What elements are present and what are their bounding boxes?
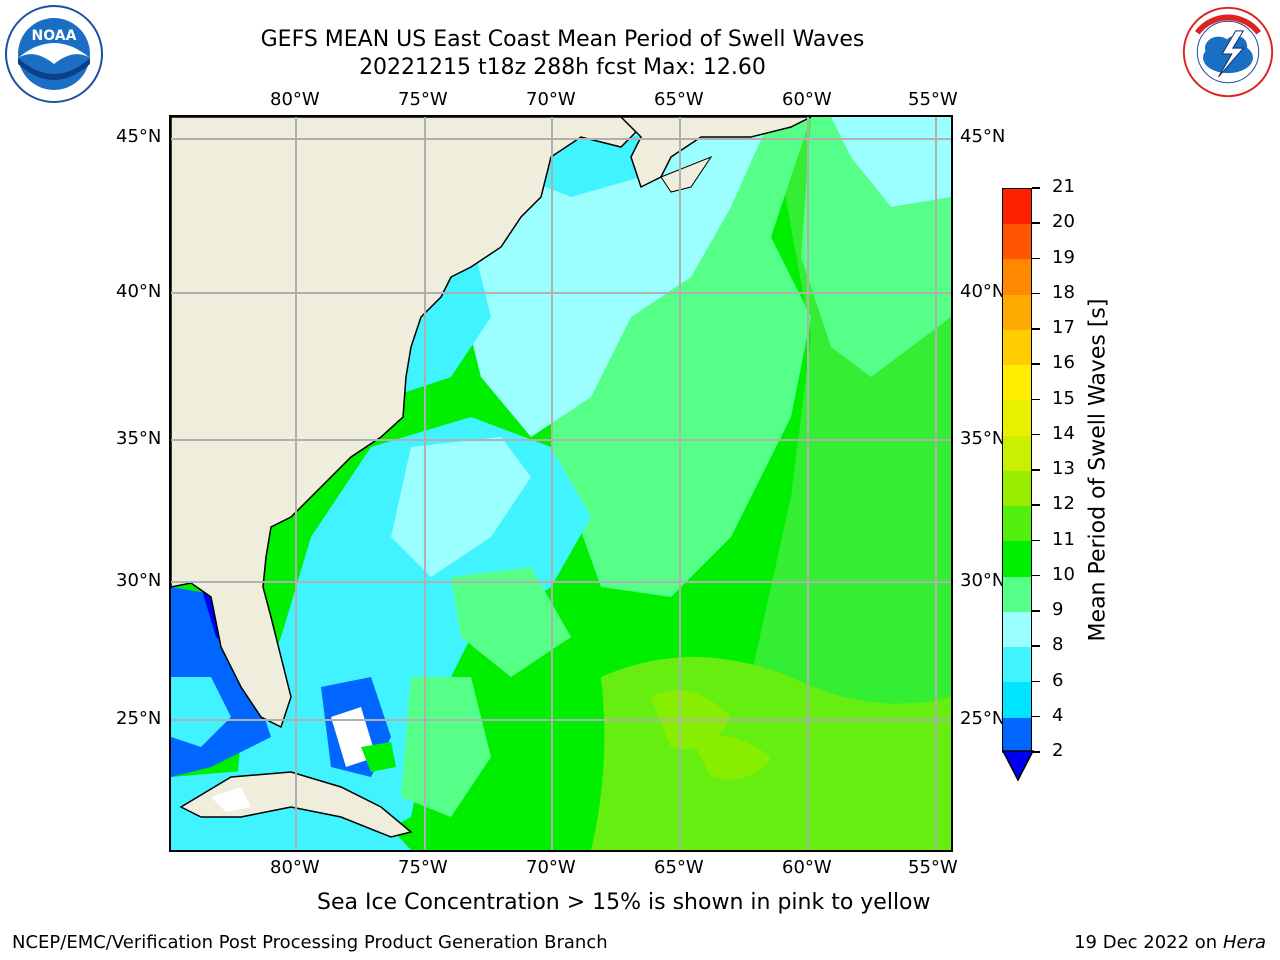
- colorbar-tick: [1032, 610, 1040, 612]
- colorbar-extend-arrow: [1002, 750, 1034, 782]
- colorbar-tick-label: 18: [1052, 281, 1075, 303]
- colorbar-tick-label: 21: [1052, 176, 1075, 197]
- colorbar-frame: [1002, 188, 1032, 752]
- colorbar-segment: [1002, 293, 1032, 330]
- title-line-2: 20221215 t18z 288h fcst Max: 12.60: [359, 55, 766, 80]
- colorbar-tick: [1032, 539, 1040, 541]
- title-line-1: GEFS MEAN US East Coast Mean Period of S…: [260, 27, 865, 52]
- lat-label-left: 25°N: [116, 708, 162, 729]
- colorbar-segment: [1002, 399, 1032, 436]
- colorbar-tick: [1032, 292, 1040, 295]
- lon-label-bottom: 70°W: [526, 857, 576, 878]
- colorbar-segment: [1002, 188, 1032, 224]
- colorbar-title: Mean Period of Swell Waves [s]: [1085, 298, 1111, 642]
- colorbar-segment: [1002, 434, 1032, 471]
- colorbar-tick: [1032, 328, 1040, 330]
- colorbar-tick-label: 15: [1052, 387, 1075, 409]
- lat-label-right: 45°N: [960, 126, 1006, 147]
- colorbar-tick: [1032, 574, 1040, 577]
- lon-label-bottom: 60°W: [782, 857, 832, 878]
- colorbar-segment: [1002, 681, 1032, 718]
- colorbar-tick: [1032, 398, 1040, 400]
- footer-credit: NCEP/EMC/Verification Post Processing Pr…: [12, 932, 608, 953]
- colorbar-tick-label: 12: [1052, 493, 1075, 515]
- lon-label-top: 65°W: [654, 89, 704, 110]
- colorbar-tick-label: 19: [1052, 246, 1075, 268]
- colorbar-tick: [1032, 469, 1040, 471]
- colorbar-segment: [1002, 646, 1032, 683]
- colorbar-segment: [1002, 470, 1032, 506]
- colorbar-segment: [1002, 364, 1032, 401]
- chart-title: GEFS MEAN US East Coast Mean Period of S…: [0, 26, 1125, 82]
- colorbar-tick-label: 2: [1052, 740, 1064, 761]
- colorbar-tick-label: 16: [1052, 352, 1075, 374]
- colorbar-tick: [1032, 645, 1040, 647]
- lat-label-left: 45°N: [116, 126, 162, 147]
- colorbar-tick: [1032, 222, 1040, 224]
- colorbar-tick-label: 11: [1052, 528, 1075, 550]
- footer-date-text: 19 Dec 2022 on: [1074, 932, 1218, 953]
- colorbar-tick: [1032, 257, 1040, 259]
- colorbar-tick-label: 8: [1052, 634, 1064, 656]
- colorbar-tick-label: 6: [1052, 669, 1064, 691]
- colorbar-segment: [1002, 540, 1032, 577]
- colorbar-tick: [1032, 187, 1040, 189]
- colorbar-segment: [1002, 611, 1032, 647]
- colorbar-tick-label: 17: [1052, 317, 1075, 338]
- lon-label-bottom: 75°W: [398, 857, 448, 878]
- lon-label-top: 55°W: [908, 89, 958, 110]
- noaa-logo-text: NOAA: [32, 28, 77, 44]
- colorbar-tick-label: 10: [1052, 563, 1075, 585]
- colorbar-segment: [1002, 575, 1032, 612]
- nws-logo: [1182, 6, 1274, 98]
- lat-label-right: 25°N: [960, 708, 1006, 729]
- colorbar-tick-label: 13: [1052, 458, 1075, 479]
- footer-date: 19 Dec 2022 on Hera: [1074, 932, 1266, 953]
- lat-label-left: 35°N: [116, 428, 162, 449]
- lon-label-bottom: 65°W: [654, 857, 704, 878]
- colorbar-segment: [1002, 258, 1032, 295]
- colorbar-tick: [1032, 680, 1040, 682]
- colorbar-tick-label: 4: [1052, 704, 1064, 726]
- colorbar-tick: [1032, 504, 1040, 506]
- lat-label-left: 30°N: [116, 570, 162, 591]
- colorbar-segment: [1002, 329, 1032, 365]
- lon-label-bottom: 80°W: [270, 857, 320, 878]
- lon-label-top: 60°W: [782, 89, 832, 110]
- colorbar-tick: [1032, 363, 1040, 365]
- lat-label-right: 40°N: [960, 281, 1006, 302]
- lat-label-right: 35°N: [960, 428, 1006, 449]
- lon-label-top: 75°W: [398, 89, 448, 110]
- lat-label-left: 40°N: [116, 281, 162, 302]
- lon-label-top: 70°W: [526, 89, 576, 110]
- map-panel: [169, 115, 953, 852]
- footer-host: Hera: [1222, 932, 1266, 953]
- colorbar-segment: [1002, 223, 1032, 260]
- colorbar-segment: [1002, 716, 1032, 753]
- swell-period-map: [171, 117, 951, 850]
- colorbar: [1002, 188, 1032, 753]
- lon-label-top: 80°W: [270, 89, 320, 110]
- lon-label-bottom: 55°W: [908, 857, 958, 878]
- colorbar-tick-label: 20: [1052, 211, 1075, 233]
- colorbar-segment: [1002, 505, 1032, 542]
- colorbar-tick: [1032, 715, 1040, 718]
- lat-label-right: 30°N: [960, 570, 1006, 591]
- colorbar-tick-label: 14: [1052, 422, 1075, 444]
- colorbar-tick: [1032, 433, 1040, 436]
- noaa-logo: NOAA: [5, 5, 103, 103]
- us-east-coast-land: [171, 117, 643, 729]
- colorbar-tick: [1032, 751, 1040, 753]
- colorbar-tick-label: 9: [1052, 599, 1064, 620]
- graticule: [171, 117, 951, 850]
